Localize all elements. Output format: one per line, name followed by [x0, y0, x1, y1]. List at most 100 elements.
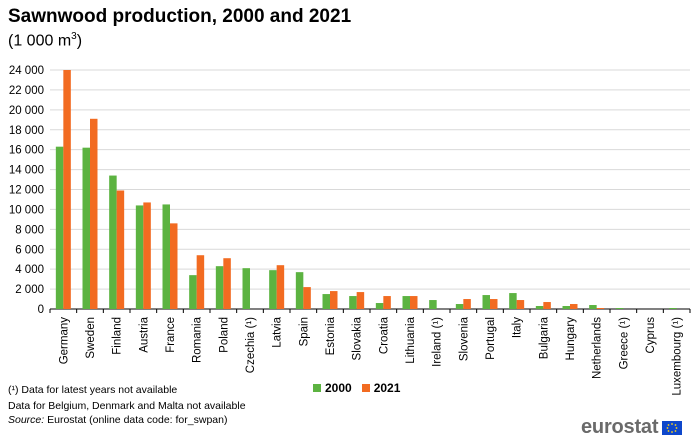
bar-2021-estonia — [330, 291, 338, 309]
x-tick-label: Germany — [58, 317, 70, 365]
x-tick-label: Lithuania — [405, 316, 417, 363]
legend-label-2000: 2000 — [325, 381, 352, 395]
x-tick-label: Portugal — [485, 317, 497, 360]
bar-2021-croatia — [383, 296, 391, 309]
bar-2000-poland — [215, 266, 224, 309]
footnote-latest-years: (¹) Data for latest years not available — [8, 384, 178, 396]
bar-2000-greece — [615, 308, 624, 309]
bar-2021-france — [170, 223, 178, 309]
x-tick-label: Luxembourg (¹) — [672, 317, 684, 396]
y-tick-label: 22 000 — [9, 85, 44, 97]
y-tick-label: 8 000 — [15, 224, 44, 236]
x-tick-label: Greece (¹) — [618, 317, 630, 370]
bar-2000-hungary — [562, 306, 570, 309]
bar-2000-croatia — [375, 303, 384, 309]
bar-2000-lithuania — [402, 296, 410, 309]
x-tick-label: Cyprus — [645, 317, 657, 354]
bar-2021-finland — [116, 190, 125, 309]
x-tick-label: Austria — [138, 316, 150, 352]
bar-2000-bulgaria — [535, 306, 544, 309]
bar-2000-estonia — [322, 294, 330, 309]
y-tick-label: 2 000 — [15, 284, 44, 296]
y-tick-label: 0 — [38, 304, 44, 316]
x-tick-label: Finland — [112, 317, 124, 355]
bar-2000-romania — [189, 275, 197, 309]
bar-2000-finland — [109, 175, 117, 309]
bar-2000-czechia — [242, 268, 250, 309]
bar-2000-italy — [509, 293, 517, 309]
legend-swatch-2021 — [361, 384, 370, 392]
bar-2000-luxembourg — [669, 308, 677, 309]
legend-label-2021: 2021 — [373, 381, 401, 395]
subtitle-unit-superscript: 3 — [71, 31, 77, 42]
bar-2021-netherlands — [596, 308, 605, 309]
y-tick-label: 12 000 — [9, 185, 44, 197]
x-tick-label: Latvia — [272, 316, 284, 347]
legend-item-2000: 2000 — [313, 381, 352, 395]
x-tick-label: Slovenia — [458, 316, 470, 361]
legend-item-2021: 2021 — [361, 381, 401, 395]
bar-2000-latvia — [269, 270, 277, 309]
y-tick-label: 24 000 — [9, 65, 44, 77]
x-tick-label: Italy — [512, 317, 524, 338]
bar-2000-sweden — [82, 147, 90, 309]
y-tick-label: 4 000 — [15, 264, 44, 276]
source-label: Source: — [8, 414, 45, 426]
x-tick-label: Hungary — [565, 317, 577, 361]
x-tick-label: Czechia (¹) — [245, 317, 257, 373]
bar-2000-netherlands — [589, 305, 597, 309]
chart-subtitle: (1 000 m3) — [8, 31, 82, 50]
bar-2000-france — [162, 204, 170, 309]
x-tick-label: Romania — [192, 316, 204, 363]
chart-title: Sawnwood production, 2000 and 2021 — [8, 6, 352, 27]
bar-2021-spain — [303, 287, 311, 309]
footnote-missing-countries: Data for Belgium, Denmark and Malta not … — [8, 400, 246, 412]
bar-2021-poland — [223, 258, 231, 309]
bar-2021-hungary — [570, 304, 578, 309]
x-tick-label: Netherlands — [592, 317, 604, 379]
bar-2021-italy — [516, 300, 525, 309]
x-tick-label: France — [165, 317, 177, 353]
source-note: Source: Eurostat (online data code: for_… — [8, 414, 227, 426]
y-tick-label: 16 000 — [9, 145, 44, 157]
bar-2021-austria — [143, 202, 151, 309]
bar-2021-sweden — [90, 118, 98, 309]
bar-2000-slovakia — [349, 296, 357, 309]
bar-2000-spain — [295, 272, 304, 309]
x-tick-label: Spain — [298, 317, 310, 346]
legend-swatch-2000 — [313, 384, 321, 392]
y-tick-label: 20 000 — [9, 105, 44, 117]
subtitle-close: ) — [76, 32, 83, 50]
bar-2021-latvia — [276, 265, 285, 309]
bar-2021-bulgaria — [543, 302, 551, 309]
x-tick-label: Slovakia — [352, 316, 364, 360]
bar-2021-romania — [196, 255, 205, 309]
x-tick-label: Bulgaria — [538, 316, 550, 359]
logo-text: eurostat — [581, 416, 659, 438]
eurostat-logo: eurostat — [581, 416, 683, 439]
x-tick-label: Estonia — [325, 316, 337, 355]
bar-2021-germany — [63, 70, 71, 309]
bar-2021-portugal — [490, 299, 498, 309]
source-text: Eurostat (online data code: for_swpan) — [44, 414, 228, 426]
y-tick-label: 18 000 — [9, 125, 44, 137]
subtitle-unit: (1 000 m — [8, 32, 72, 50]
y-tick-label: 14 000 — [9, 165, 44, 177]
chart-legend: 2000 2021 — [313, 381, 400, 395]
bar-2021-slovenia — [463, 299, 471, 309]
bar-2000-austria — [135, 205, 144, 309]
x-tick-label: Poland — [218, 317, 230, 353]
bar-2000-germany — [55, 146, 64, 309]
bar-2021-slovakia — [356, 292, 365, 309]
x-tick-label: Ireland (¹) — [432, 317, 444, 367]
bar-2000-slovenia — [455, 304, 464, 309]
eu-flag-icon — [662, 420, 683, 435]
bar-2021-lithuania — [410, 296, 418, 309]
y-tick-label: 6 000 — [15, 244, 44, 256]
x-tick-label: Sweden — [85, 317, 97, 359]
x-tick-label: Croatia — [378, 316, 390, 354]
y-tick-label: 10 000 — [9, 204, 44, 216]
bar-2000-portugal — [482, 295, 490, 309]
bar-2000-ireland — [429, 300, 437, 309]
